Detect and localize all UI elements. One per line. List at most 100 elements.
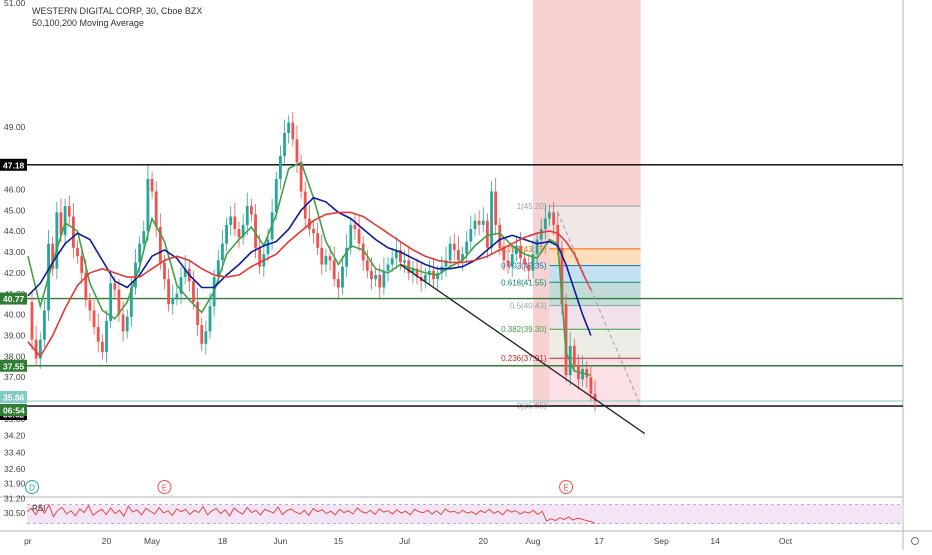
candle-body <box>544 219 547 229</box>
candle-body <box>101 342 104 352</box>
candle-body <box>296 139 299 162</box>
candle-body <box>43 310 46 339</box>
candle-body <box>167 279 170 304</box>
candle-body <box>403 260 406 262</box>
candle-body <box>494 191 497 224</box>
candle-body <box>246 206 249 225</box>
candle-body <box>333 260 336 279</box>
candle-body <box>89 300 92 310</box>
candle-body <box>279 156 282 179</box>
candle-body <box>490 191 493 247</box>
candle-body <box>349 225 352 248</box>
candle-body <box>366 260 369 270</box>
candle-body <box>337 279 340 287</box>
y-tick-label: 43.00 <box>4 247 26 257</box>
candle-body <box>465 242 468 255</box>
candle-body <box>457 250 460 260</box>
countdown-text: 06:54 <box>3 406 25 416</box>
candle-body <box>498 225 501 248</box>
candle-body <box>358 229 361 244</box>
candle-body <box>163 262 166 279</box>
price-tag-40.77: 40.77 <box>0 293 27 305</box>
x-tick-label: 17 <box>594 536 604 546</box>
candle-body <box>536 239 539 254</box>
candle-body <box>275 179 278 212</box>
candle-body <box>523 258 526 264</box>
candle-body <box>511 254 514 267</box>
candle-body <box>31 302 34 340</box>
y-tick-label: 30.50 <box>4 508 26 518</box>
y-tick-label: 49.00 <box>4 122 26 132</box>
fib-band-1 <box>549 206 640 249</box>
candle-body <box>35 340 38 359</box>
candle-body <box>552 212 555 225</box>
candle-body <box>64 206 67 235</box>
candle-body <box>478 221 481 225</box>
fib-label-0.382: 0.382(39.30) <box>501 325 547 334</box>
candle-body <box>151 179 154 192</box>
x-tick-label: May <box>144 536 161 546</box>
price-tag-40.77-text: 40.77 <box>3 294 25 304</box>
candle-body <box>204 331 207 344</box>
candle-body <box>229 217 232 225</box>
x-tick-label: Oct <box>779 536 793 546</box>
candle-body <box>155 191 158 226</box>
candle-body <box>469 229 472 242</box>
candle-body <box>171 298 174 304</box>
candle-body <box>382 271 385 288</box>
plot-area <box>27 0 903 475</box>
y-tick-label: 37.00 <box>4 372 26 382</box>
candle-body <box>374 275 377 279</box>
candle-body <box>142 231 145 244</box>
candle <box>490 181 493 255</box>
candle-body <box>233 217 236 230</box>
candle-body <box>316 233 319 248</box>
candle-body <box>527 265 530 271</box>
candle-body <box>80 256 83 273</box>
candle-body <box>225 225 228 244</box>
candle-body <box>76 248 79 256</box>
y-tick-label: 32.60 <box>4 464 26 474</box>
candle-body <box>378 275 381 288</box>
current-price-tag: 35.86 <box>0 391 27 403</box>
candle-body <box>548 212 551 218</box>
candle-body <box>97 327 100 342</box>
candle-body <box>474 221 477 229</box>
event-marker-letter: E <box>162 484 167 493</box>
x-tick-label: Aug <box>525 536 540 546</box>
candle-body <box>93 310 96 327</box>
candle-body <box>72 217 75 248</box>
event-marker-letter: D <box>29 484 35 493</box>
x-tick-label: 14 <box>710 536 720 546</box>
candle-body <box>341 267 344 288</box>
candle-body <box>320 248 323 265</box>
candle-body <box>68 206 71 216</box>
event-marker-letter: E <box>563 484 568 493</box>
x-tick-label: Sep <box>654 536 669 546</box>
candle-body <box>486 221 489 248</box>
x-tick-label: 15 <box>334 536 344 546</box>
candle-body <box>391 258 394 264</box>
candle-body <box>221 244 224 261</box>
y-tick-label: 39.00 <box>4 330 26 340</box>
y-tick-label: 45.00 <box>4 205 26 215</box>
candle-body <box>507 260 510 266</box>
candle-body <box>267 239 270 254</box>
candle-body <box>503 248 506 261</box>
x-tick-label: 18 <box>218 536 228 546</box>
x-tick-label: 20 <box>102 536 112 546</box>
candle-body <box>283 133 286 156</box>
candle-body <box>329 256 332 260</box>
chart-title: WESTERN DIGITAL CORP, 30, Cboe BZX <box>32 6 202 16</box>
candle-body <box>209 306 212 331</box>
fib-band-0.382 <box>549 329 640 358</box>
countdown-tag: 06:54 <box>0 404 27 416</box>
y-tick-label: 34.20 <box>4 431 26 441</box>
x-tick-label: 20 <box>479 536 489 546</box>
rsi-label: RSI <box>32 504 45 513</box>
candle-body <box>291 123 294 140</box>
candle <box>55 202 58 279</box>
y-tick-label: 46.00 <box>4 184 26 194</box>
